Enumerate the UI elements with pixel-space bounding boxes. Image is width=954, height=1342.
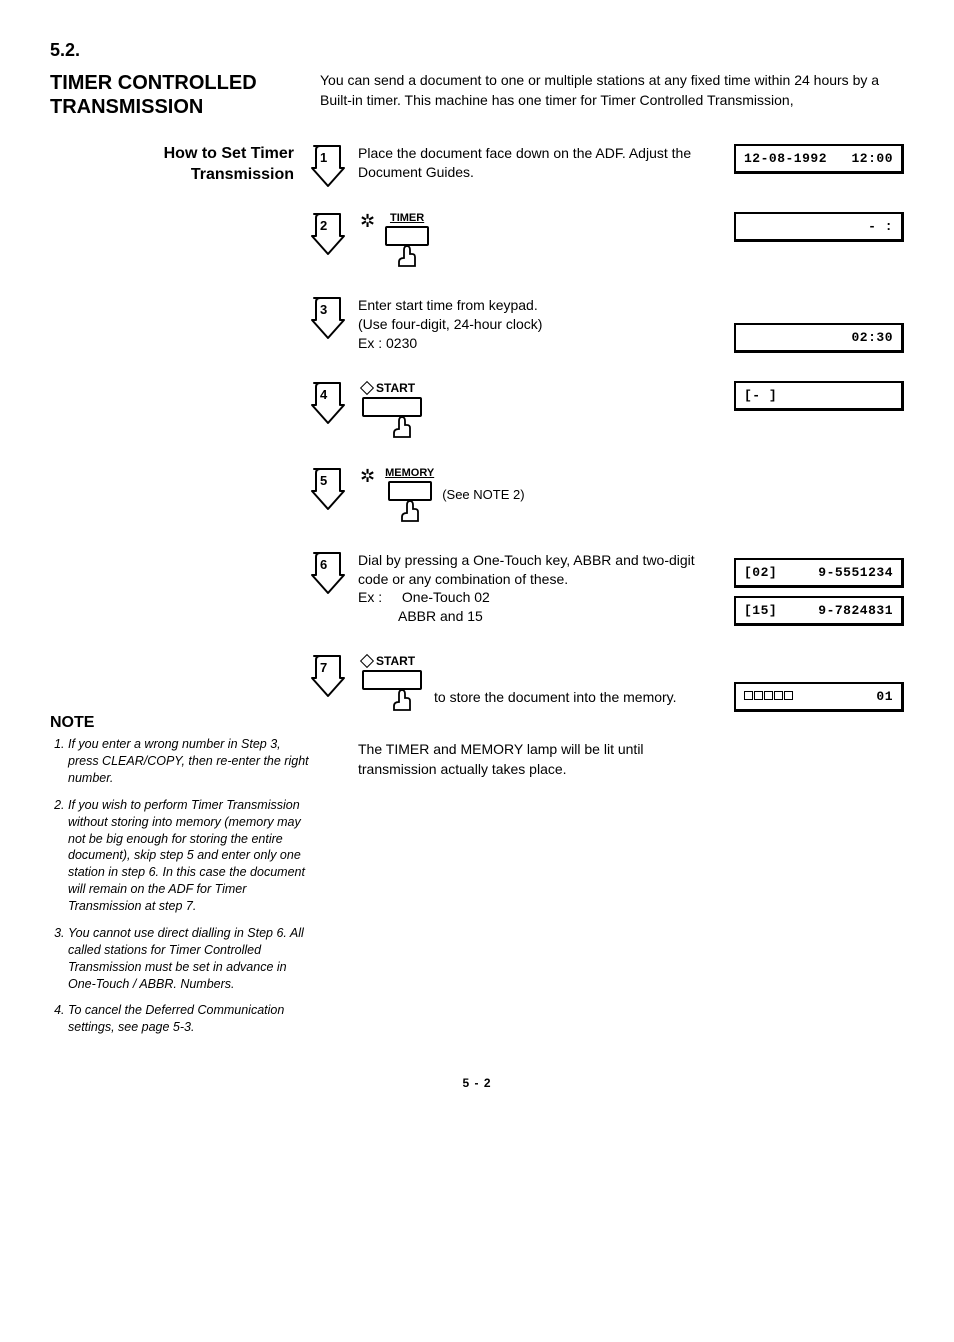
header-row: TIMER CONTROLLED TRANSMISSION You can se… (50, 71, 904, 119)
step-arrow-icon: 5 (310, 467, 346, 507)
step7-side-text: to store the document into the memory. (434, 654, 677, 706)
finger-icon (390, 415, 414, 439)
step-arrow-icon: 6 (310, 551, 346, 591)
page-number: 5 - 2 (50, 1076, 904, 1090)
lcd-display: 12-08-199212:00 (734, 144, 904, 174)
step-2: 2 ✲ TIMER - : (310, 212, 904, 268)
lcd-display: [15]9-7824831 (734, 596, 904, 626)
lcd-boxes-icon (744, 689, 794, 704)
timer-button-graphic: TIMER (385, 212, 429, 268)
note-list: If you enter a wrong number in Step 3, p… (50, 736, 310, 1036)
step-1: 1 Place the document face down on the AD… (310, 144, 904, 184)
memory-button-graphic: MEMORY (385, 467, 434, 523)
step6-text: Dial by pressing a One-Touch key, ABBR a… (358, 551, 716, 627)
subheading: How to Set Timer Transmission (50, 144, 294, 186)
step-arrow-icon: 4 (310, 381, 346, 421)
step1-text: Place the document face down on the ADF.… (358, 144, 716, 182)
lcd-display: 01 (734, 682, 904, 712)
step-4: 4 START [- ] (310, 381, 904, 439)
finger-icon (398, 499, 422, 523)
section-number: 5.2. (50, 40, 904, 61)
note-item: If you wish to perform Timer Transmissio… (68, 797, 310, 915)
finger-icon (395, 244, 419, 268)
note-heading: NOTE (50, 714, 310, 732)
step-5: 5 ✲ MEMORY (See NOTE 2) (310, 467, 904, 523)
note-item: You cannot use direct dialling in Step 6… (68, 925, 310, 993)
note-item: If you enter a wrong number in Step 3, p… (68, 736, 310, 787)
finger-icon (390, 688, 414, 712)
start-button-graphic: START (362, 381, 716, 439)
note-item: To cancel the Deferred Communication set… (68, 1002, 310, 1036)
intro-text: You can send a document to one or multip… (310, 71, 904, 110)
main-title: TIMER CONTROLLED TRANSMISSION (50, 71, 310, 119)
step-arrow-icon: 3 (310, 296, 346, 336)
asterisk-icon: ✲ (360, 212, 375, 230)
see-note-text: (See NOTE 2) (442, 487, 524, 502)
step-3: 3 Enter start time from keypad. (Use fou… (310, 296, 904, 353)
start-button-graphic: START (362, 654, 422, 712)
step-arrow-icon: 7 (310, 654, 346, 694)
step-6: 6 Dial by pressing a One-Touch key, ABBR… (310, 551, 904, 627)
step-arrow-icon: 2 (310, 212, 346, 252)
lcd-display: 02:30 (734, 323, 904, 353)
step-arrow-icon: 1 (310, 144, 346, 184)
step-7: 7 START to store the document into the m… (310, 654, 904, 712)
lcd-display: [02]9-5551234 (734, 558, 904, 588)
final-text: The TIMER and MEMORY lamp will be lit un… (310, 740, 904, 779)
diamond-icon (360, 654, 374, 668)
asterisk-icon: ✲ (360, 467, 375, 485)
step3-text: Enter start time from keypad. (Use four-… (358, 296, 716, 353)
lcd-display: [- ] (734, 381, 904, 411)
lcd-display: - : (734, 212, 904, 242)
diamond-icon (360, 381, 374, 395)
